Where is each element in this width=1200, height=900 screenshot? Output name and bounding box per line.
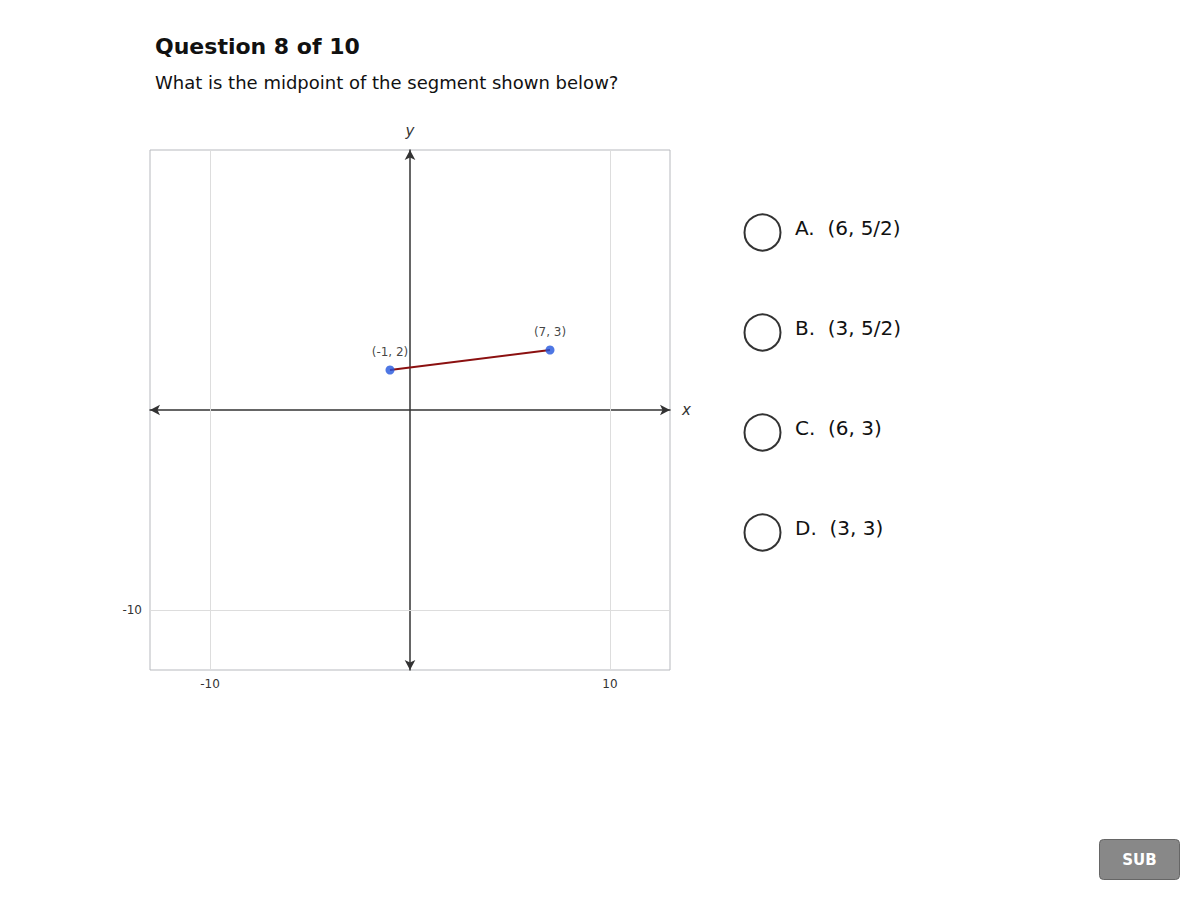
svg-text:y: y	[405, 122, 416, 140]
svg-text:10: 10	[602, 677, 617, 691]
svg-text:D. (3, 3): D. (3, 3)	[795, 516, 883, 540]
svg-text:SUB: SUB	[1122, 851, 1156, 869]
svg-text:(-1, 2): (-1, 2)	[372, 345, 409, 359]
svg-text:C. (6, 3): C. (6, 3)	[795, 416, 882, 440]
svg-text:A. (6, 5/2): A. (6, 5/2)	[795, 216, 901, 240]
svg-text:B. (3, 5/2): B. (3, 5/2)	[795, 316, 901, 340]
svg-text:(7, 3): (7, 3)	[534, 325, 566, 339]
svg-text:Question 8 of 10: Question 8 of 10	[155, 34, 360, 59]
svg-text:What is the midpoint of the se: What is the midpoint of the segment show…	[155, 72, 618, 93]
svg-text:-10: -10	[122, 603, 142, 617]
svg-text:x: x	[681, 401, 691, 419]
svg-text:-10: -10	[200, 677, 220, 691]
